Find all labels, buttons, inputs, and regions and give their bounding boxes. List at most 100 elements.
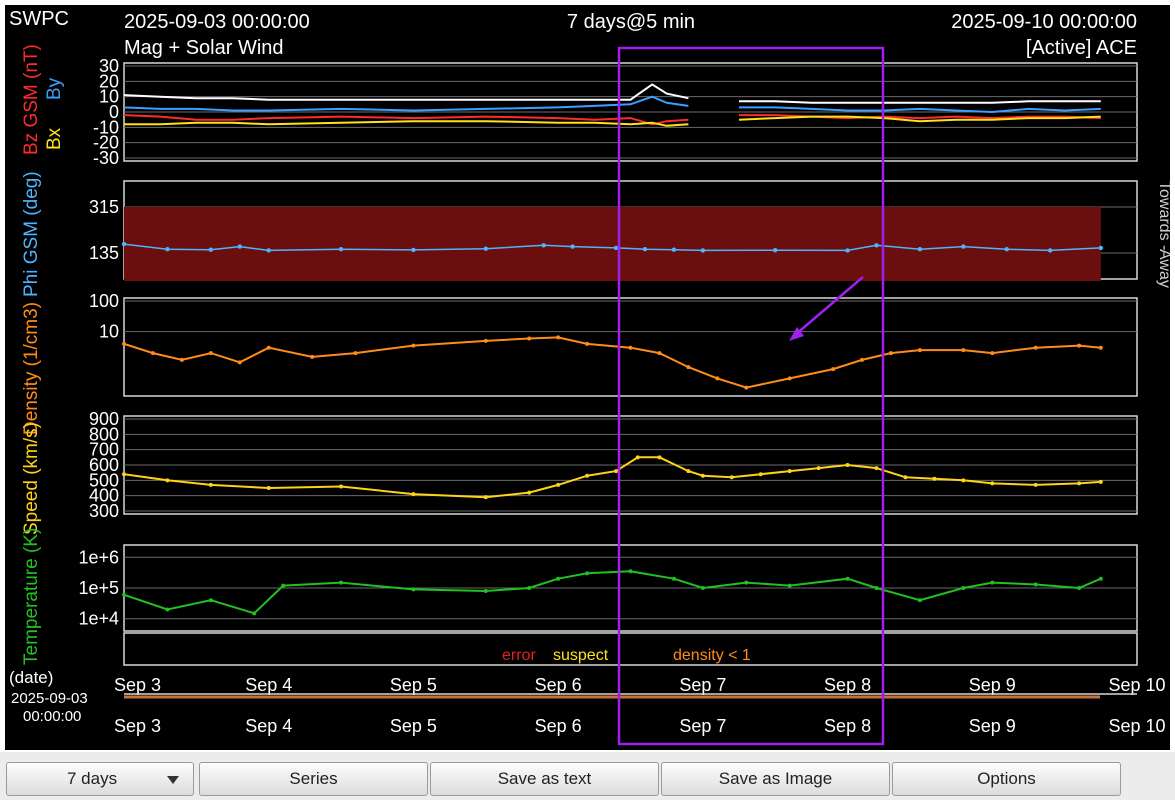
speed-point-20 (874, 466, 879, 471)
density-point-1 (150, 351, 155, 356)
phi-trace (123, 243, 1101, 252)
density-point-12 (585, 341, 590, 346)
density-point-19 (831, 367, 836, 372)
speed-point-27 (1098, 479, 1103, 484)
date-axis-label: (date) (9, 668, 53, 687)
speed-point-11 (635, 455, 640, 460)
density-point-11 (556, 335, 561, 340)
flag-density-label: density < 1 (673, 647, 751, 664)
speed-point-1 (165, 478, 170, 483)
density-point-2 (179, 357, 184, 362)
density-point-8 (411, 343, 416, 348)
y-tick-label-0-2: -10 (93, 117, 119, 137)
temperature-point-1 (165, 607, 170, 612)
temperature-point-5 (339, 580, 344, 585)
y-tick-label-3-5: 800 (89, 424, 119, 444)
mag-series-bt (123, 83, 1101, 104)
density-point-25 (1033, 345, 1038, 350)
x-tick-label-top-6: Sep 9 (969, 675, 1016, 695)
towards-label: Towards - (1156, 181, 1170, 250)
temperature-point-0 (122, 592, 126, 597)
y-tick-label-3-2: 500 (89, 470, 119, 490)
y-tick-label-4-0: 1e+4 (78, 609, 119, 629)
y-tick-label-1-0: 135 (89, 243, 119, 263)
highlight-box (617, 46, 885, 746)
speed-point-25 (1033, 482, 1038, 487)
temperature-point-19 (961, 586, 966, 590)
temperature-point-16 (845, 576, 850, 581)
speed-point-6 (483, 495, 488, 500)
phi-point-0 (121, 241, 127, 247)
x-tick-label-top-1: Sep 4 (245, 675, 292, 695)
grid-layer: -30-20-100102030135315101003004005006007… (78, 56, 1165, 736)
solar-wind-plot: SWPC 2025-09-03 00:00:00 7 days@5 min 20… (5, 5, 1170, 750)
density-point-4 (237, 360, 242, 365)
temperature-point-6 (411, 587, 416, 592)
x-tick-label-bottom-6: Sep 9 (969, 716, 1016, 736)
density-point-22 (917, 348, 922, 353)
y-tick-label-3-4: 700 (89, 440, 119, 460)
range-select[interactable]: 7 days (6, 762, 194, 796)
temperature-point-11 (628, 569, 633, 574)
options-button[interactable]: Options (892, 762, 1121, 796)
x-tick-label-bottom-1: Sep 4 (245, 716, 292, 736)
x-tick-label-top-2: Sep 5 (390, 675, 437, 695)
temperature-point-23 (1098, 576, 1103, 581)
density-point-13 (628, 345, 633, 350)
density-point-21 (888, 351, 893, 356)
density-point-15 (686, 365, 691, 370)
x-tick-label-bottom-3: Sep 6 (535, 716, 582, 736)
controls-bar: 7 days Series Save as text Save as Image… (0, 752, 1175, 800)
save-as-image-button[interactable]: Save as Image (661, 762, 890, 796)
density-point-9 (483, 338, 488, 343)
x-tick-label-bottom-2: Sep 5 (390, 716, 437, 736)
y-tick-label-2-1: 100 (89, 291, 119, 311)
range-select-value: 7 days (67, 769, 118, 788)
y-tick-label-0-5: 20 (99, 71, 119, 91)
speed-point-26 (1077, 481, 1082, 486)
speed-point-4 (339, 484, 344, 489)
temperature-point-21 (1033, 582, 1038, 587)
data-layer (121, 83, 1104, 616)
y-tick-label-4-1: 1e+5 (78, 578, 119, 598)
density-point-18 (787, 376, 792, 381)
density-axis-label: Density (1/cm3) (21, 302, 42, 435)
y-tick-label-2-0: 10 (99, 322, 119, 342)
annotation-arrow-head (789, 327, 804, 341)
speed-point-14 (700, 473, 705, 478)
density-point-5 (266, 345, 271, 350)
temperature-point-15 (787, 583, 792, 588)
mag-series-bx (124, 115, 1101, 127)
speed-point-23 (961, 478, 966, 483)
start-stamp-time: 00:00:00 (23, 708, 81, 725)
density-point-6 (310, 354, 315, 359)
speed-axis-label: Speed (km/s) (21, 422, 42, 535)
bx-axis-label: Bx (44, 127, 65, 150)
temperature-point-7 (483, 588, 488, 593)
speed-point-17 (787, 469, 792, 474)
speed-point-8 (556, 482, 561, 487)
save-as-text-button[interactable]: Save as text (430, 762, 659, 796)
speed-point-7 (527, 490, 532, 495)
density-point-24 (990, 351, 995, 356)
end-time-label: 2025-09-10 00:00:00 (951, 11, 1137, 33)
phi-axis-label: Phi GSM (deg) (21, 171, 42, 297)
density-point-0 (122, 341, 126, 346)
series-button[interactable]: Series (199, 762, 428, 796)
speed-point-0 (122, 472, 126, 477)
away-label: Away (1156, 249, 1170, 288)
y-tick-label-1-1: 315 (89, 197, 119, 217)
x-tick-label-top-5: Sep 8 (824, 675, 871, 695)
temperature-axis-label: Temperature (K) (21, 528, 42, 665)
speed-point-18 (816, 466, 821, 471)
density-point-26 (1077, 343, 1082, 348)
phi-away-band (124, 207, 1101, 281)
speed-point-2 (208, 482, 213, 487)
temperature-point-12 (671, 576, 676, 581)
temperature-point-4 (281, 583, 286, 588)
speed-point-10 (614, 469, 619, 474)
y-tick-label-0-4: 10 (99, 87, 119, 107)
source-label: [Active] ACE (1026, 37, 1137, 59)
speed-point-19 (845, 463, 850, 467)
density-point-16 (715, 376, 720, 381)
